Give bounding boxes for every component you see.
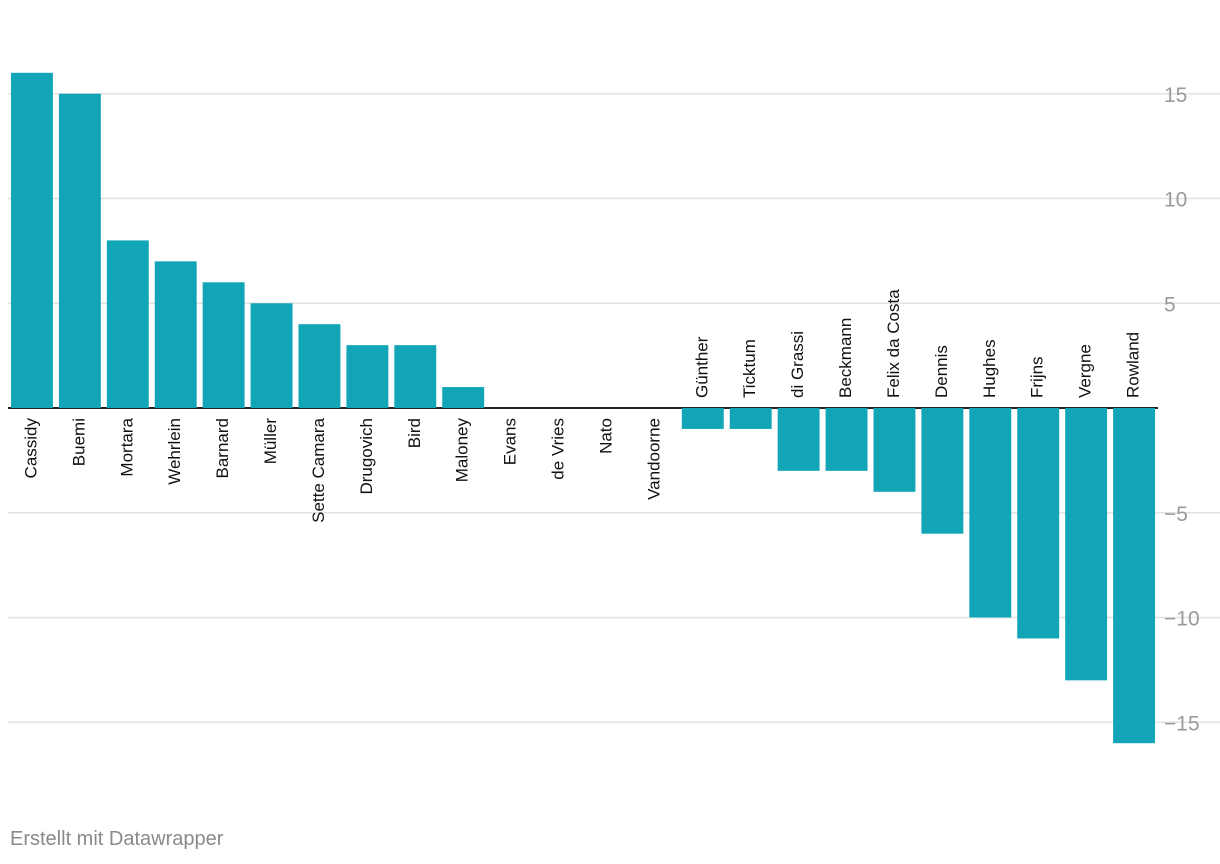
category-label: Vergne (1076, 344, 1095, 398)
bar-chart: Cassidy Buemi Mortara Wehrlein Barnard Müller… (8, 72, 1220, 744)
category-label: Bird (405, 418, 424, 448)
category-label: Wehrlein (165, 418, 184, 485)
category-labels: Cassidy Buemi Mortara Wehrlein Barnard Müller… (21, 289, 1142, 523)
bar-beckmann (825, 408, 868, 471)
bar-frijns (1017, 408, 1060, 639)
bar-maloney (442, 387, 485, 408)
category-label: Drugovich (357, 418, 376, 495)
category-label: Mortara (117, 417, 136, 476)
category-label: Günther (692, 336, 711, 398)
y-axis-ticks: 15 10 5 −5 −10 −15 (1164, 84, 1200, 736)
category-label: de Vries (549, 418, 568, 480)
category-label: di Grassi (788, 331, 807, 398)
category-label: Dennis (932, 345, 951, 398)
y-tick-label: −5 (1164, 503, 1188, 526)
category-label: Barnard (213, 418, 232, 478)
bar-barnard (202, 282, 245, 408)
category-label: Rowland (1124, 332, 1143, 398)
bar-vergne (1065, 408, 1108, 681)
bar-bird (394, 345, 437, 408)
y-tick-label: −10 (1164, 608, 1200, 631)
category-label: Sette Camara (309, 417, 328, 522)
bar-di-grassi (777, 408, 820, 471)
bar-g-nther (681, 408, 724, 429)
category-label: Evans (501, 418, 520, 465)
bar-sette-camara (298, 324, 341, 408)
category-label: Beckmann (836, 318, 855, 398)
category-label: Buemi (69, 418, 88, 466)
bar-wehrlein (154, 261, 197, 408)
category-label: Maloney (453, 418, 472, 483)
bar-hughes (969, 408, 1012, 618)
y-tick-label: 10 (1164, 189, 1187, 212)
category-label: Hughes (980, 339, 999, 398)
bars (10, 72, 1156, 744)
bar-rowland (1113, 408, 1156, 744)
category-label: Nato (596, 418, 615, 454)
bar-buemi (58, 93, 101, 408)
footer-credit: Erstellt mit Datawrapper (10, 828, 224, 850)
bar-m-ller (250, 303, 293, 408)
bar-ticktum (729, 408, 772, 429)
bar-cassidy (10, 72, 53, 409)
y-tick-label: 15 (1164, 84, 1187, 107)
bar-dennis (921, 408, 964, 534)
category-label: Müller (261, 418, 280, 465)
category-label: Ticktum (740, 339, 759, 398)
category-label: Vandoorne (644, 418, 663, 500)
category-label: Felix da Costa (884, 289, 903, 398)
y-tick-label: −15 (1164, 712, 1200, 735)
category-label: Frijns (1028, 356, 1047, 398)
bar-mortara (106, 240, 149, 408)
bar-felix-da-costa (873, 408, 916, 492)
category-label: Cassidy (21, 418, 40, 479)
y-tick-label: 5 (1164, 293, 1176, 316)
bar-drugovich (346, 345, 389, 408)
